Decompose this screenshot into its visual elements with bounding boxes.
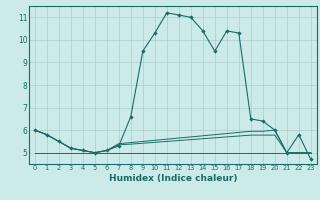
X-axis label: Humidex (Indice chaleur): Humidex (Indice chaleur) xyxy=(108,174,237,183)
